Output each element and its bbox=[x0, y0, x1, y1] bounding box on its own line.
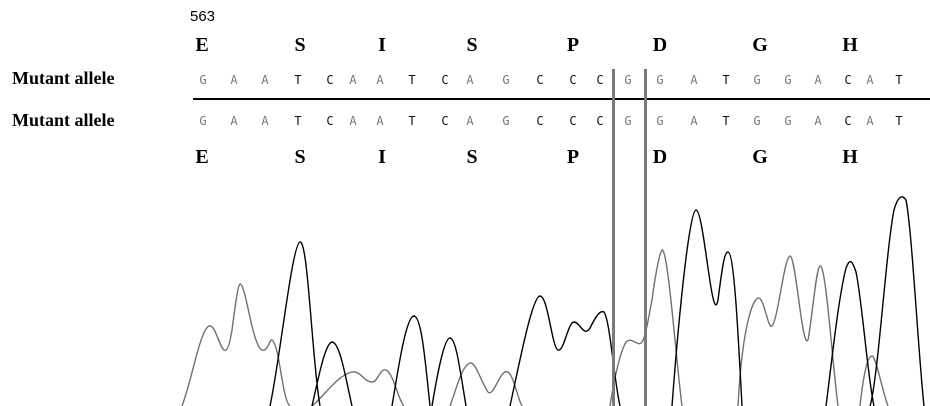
base-call: C bbox=[536, 73, 544, 87]
base-call: T bbox=[895, 114, 903, 128]
amino-acid: P bbox=[566, 34, 580, 56]
base-call: A bbox=[866, 73, 874, 87]
base-call: G bbox=[784, 73, 792, 87]
base-call: G bbox=[753, 114, 761, 128]
amino-acid: P bbox=[566, 146, 580, 168]
amino-acid: E bbox=[195, 34, 209, 56]
row-label-bottom: Mutant allele bbox=[12, 110, 115, 130]
base-call: A bbox=[349, 73, 357, 87]
base-call: C bbox=[326, 73, 334, 87]
base-call: T bbox=[408, 73, 416, 87]
base-call: C bbox=[441, 73, 449, 87]
amino-acid: H bbox=[842, 146, 858, 168]
base-call: A bbox=[814, 73, 822, 87]
amino-acid: D bbox=[652, 34, 668, 56]
amino-acid: S bbox=[294, 34, 306, 56]
base-call: A bbox=[376, 114, 384, 128]
base-call: A bbox=[261, 73, 269, 87]
base-call: G bbox=[502, 114, 510, 128]
base-call: A bbox=[814, 114, 822, 128]
position-label: 563 bbox=[190, 8, 216, 25]
amino-acid: D bbox=[652, 146, 668, 168]
base-call: A bbox=[230, 73, 238, 87]
base-call: G bbox=[753, 73, 761, 87]
amino-acid: S bbox=[294, 146, 306, 168]
base-call: G bbox=[656, 114, 664, 128]
base-call: A bbox=[349, 114, 357, 128]
base-call: G bbox=[656, 73, 664, 87]
base-call: A bbox=[230, 114, 238, 128]
base-call: T bbox=[895, 73, 903, 87]
base-call: T bbox=[722, 114, 730, 128]
amino-acid: H bbox=[842, 34, 858, 56]
amino-acid: E bbox=[195, 146, 209, 168]
base-call: C bbox=[536, 114, 544, 128]
amino-acid: S bbox=[466, 146, 478, 168]
base-call: A bbox=[376, 73, 384, 87]
base-call: T bbox=[722, 73, 730, 87]
base-call: C bbox=[569, 73, 577, 87]
mutation-marker-left bbox=[612, 69, 615, 406]
base-call: A bbox=[261, 114, 269, 128]
amino-acid: G bbox=[752, 146, 768, 168]
base-call: G bbox=[784, 114, 792, 128]
base-call: T bbox=[294, 114, 302, 128]
base-call: G bbox=[624, 73, 632, 87]
base-call: A bbox=[866, 114, 874, 128]
amino-acid: G bbox=[752, 34, 768, 56]
base-call: C bbox=[844, 73, 852, 87]
base-call: G bbox=[624, 114, 632, 128]
amino-acid: I bbox=[378, 146, 386, 168]
base-call: C bbox=[326, 114, 334, 128]
amino-acid: I bbox=[378, 34, 386, 56]
amino-acid: S bbox=[466, 34, 478, 56]
base-call: A bbox=[690, 73, 698, 87]
base-call: C bbox=[844, 114, 852, 128]
base-call: C bbox=[441, 114, 449, 128]
base-call: T bbox=[408, 114, 416, 128]
sequence-divider-line bbox=[193, 98, 930, 100]
mutation-marker-right bbox=[644, 69, 647, 406]
base-call: G bbox=[502, 73, 510, 87]
trace-black bbox=[269, 196, 925, 406]
base-call: A bbox=[466, 73, 474, 87]
base-call: C bbox=[596, 114, 604, 128]
trace-grey bbox=[181, 249, 889, 406]
base-call: C bbox=[569, 114, 577, 128]
base-call: C bbox=[596, 73, 604, 87]
base-call: A bbox=[690, 114, 698, 128]
base-call: A bbox=[466, 114, 474, 128]
base-call: G bbox=[199, 114, 207, 128]
row-label-top: Mutant allele bbox=[12, 68, 115, 88]
base-call: G bbox=[199, 73, 207, 87]
base-call: T bbox=[294, 73, 302, 87]
